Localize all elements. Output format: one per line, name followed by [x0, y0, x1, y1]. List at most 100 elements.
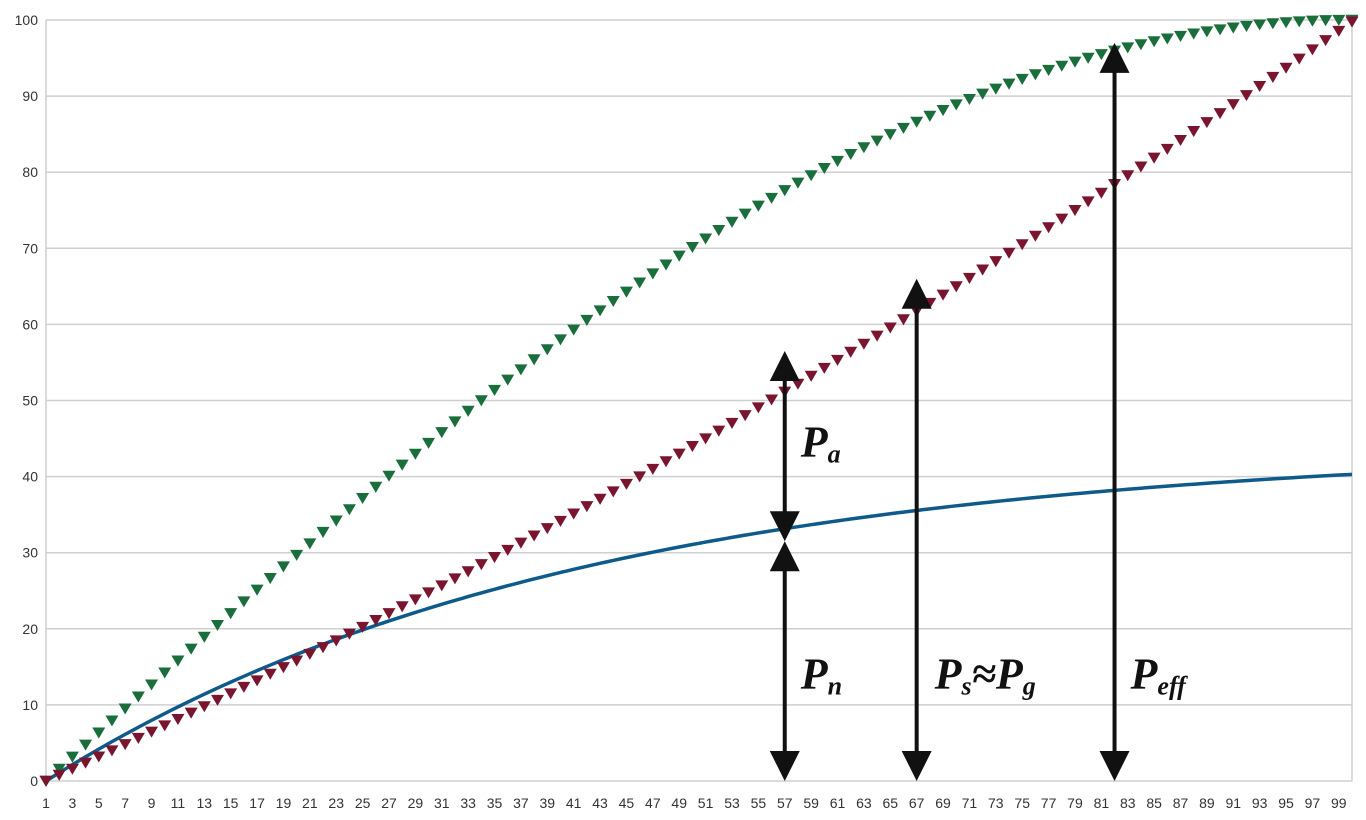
data-point-green	[1305, 15, 1319, 27]
data-point-maroon	[989, 256, 1003, 268]
data-point-maroon	[276, 662, 290, 674]
data-point-maroon	[553, 515, 567, 527]
data-point-maroon	[461, 566, 475, 578]
x-tick-label: 49	[671, 795, 687, 811]
data-point-green	[896, 122, 910, 134]
x-tick-label: 71	[962, 795, 978, 811]
data-point-maroon	[237, 681, 251, 693]
data-point-maroon	[435, 580, 449, 592]
data-point-green	[672, 250, 686, 262]
x-tick-label: 95	[1278, 795, 1294, 811]
data-point-green	[1121, 42, 1135, 54]
data-point-maroon	[197, 701, 211, 713]
data-point-maroon	[263, 668, 277, 680]
y-tick-label: 100	[15, 12, 39, 28]
data-point-green	[1028, 69, 1042, 81]
data-point-green	[1239, 20, 1253, 32]
data-point-maroon	[1345, 16, 1359, 28]
x-tick-label: 19	[276, 795, 292, 811]
data-point-maroon	[356, 621, 370, 633]
x-tick-label: 25	[355, 795, 371, 811]
data-point-maroon	[369, 615, 383, 627]
data-point-maroon	[1292, 53, 1306, 65]
data-point-green	[1226, 22, 1240, 34]
y-tick-label: 40	[22, 469, 38, 485]
data-point-maroon	[567, 508, 581, 520]
data-point-green	[751, 200, 765, 212]
data-point-green	[356, 492, 370, 505]
data-point-green	[936, 105, 950, 117]
data-point-green	[619, 286, 633, 298]
data-point-maroon	[224, 688, 238, 700]
data-point-green	[276, 561, 290, 573]
data-point-maroon	[250, 675, 264, 687]
data-point-green	[659, 259, 673, 271]
data-point-green	[131, 691, 145, 703]
data-point-maroon	[738, 410, 752, 422]
data-point-maroon	[448, 573, 462, 585]
y-tick-label: 0	[30, 773, 38, 789]
data-point-maroon	[949, 281, 963, 293]
data-point-green	[1002, 78, 1016, 90]
x-tick-label: 39	[540, 795, 556, 811]
data-point-green	[1042, 64, 1056, 76]
data-point-maroon	[606, 486, 620, 498]
data-point-maroon	[210, 694, 224, 706]
data-point-maroon	[751, 402, 765, 414]
data-point-green	[342, 504, 356, 516]
data-point-maroon	[540, 523, 554, 535]
data-point-green	[422, 437, 436, 449]
x-tick-label: 23	[328, 795, 344, 811]
series-layer	[39, 14, 1359, 787]
x-tick-label: 7	[121, 795, 129, 811]
data-point-maroon	[39, 775, 53, 787]
data-point-maroon	[936, 289, 950, 301]
data-point-green	[448, 416, 462, 428]
data-point-green	[606, 295, 620, 307]
annotations: Pa Pn Ps≈Pg Peff	[769, 42, 1188, 781]
data-point-green	[804, 170, 818, 182]
y-tick-label: 70	[22, 240, 38, 256]
data-point-green	[765, 192, 779, 204]
data-point-maroon	[1042, 222, 1056, 234]
data-point-maroon	[1226, 99, 1240, 111]
data-point-green	[791, 177, 805, 189]
data-point-maroon	[765, 394, 779, 406]
series-green	[39, 14, 1359, 787]
data-point-green	[408, 448, 422, 460]
x-tick-label: 73	[988, 795, 1004, 811]
x-tick-label: 41	[566, 795, 582, 811]
x-axis-ticks: 1 3 5 7 9 11 13 15 17 19 21 23 25 27 29 31 33 35 37 39 41 43 4…	[42, 795, 1347, 811]
x-tick-label: 53	[724, 795, 740, 811]
data-point-green	[685, 241, 699, 254]
x-tick-label: 59	[803, 795, 819, 811]
y-tick-label: 20	[22, 621, 38, 637]
data-point-green	[1015, 73, 1029, 85]
data-point-green	[250, 584, 264, 596]
data-point-maroon	[844, 346, 858, 358]
x-tick-label: 87	[1173, 795, 1189, 811]
x-tick-label: 17	[249, 795, 265, 811]
data-point-maroon	[593, 493, 607, 505]
data-point-maroon	[659, 456, 673, 468]
x-tick-label: 27	[381, 795, 397, 811]
x-tick-label: 99	[1331, 795, 1347, 811]
data-point-green	[65, 751, 79, 763]
data-point-green	[527, 354, 541, 366]
data-point-green	[593, 305, 607, 317]
data-point-green	[435, 427, 449, 439]
data-point-green	[514, 364, 528, 376]
x-tick-label: 9	[148, 795, 156, 811]
y-tick-label: 30	[22, 545, 38, 561]
x-tick-label: 91	[1225, 795, 1241, 811]
data-point-maroon	[1068, 205, 1082, 217]
data-point-green	[197, 631, 211, 643]
data-point-maroon	[79, 757, 93, 769]
data-point-maroon	[804, 370, 818, 382]
data-point-maroon	[580, 501, 594, 513]
data-point-green	[712, 225, 726, 237]
data-point-maroon	[65, 763, 79, 775]
y-tick-label: 60	[22, 316, 38, 332]
data-point-maroon	[1002, 247, 1016, 259]
